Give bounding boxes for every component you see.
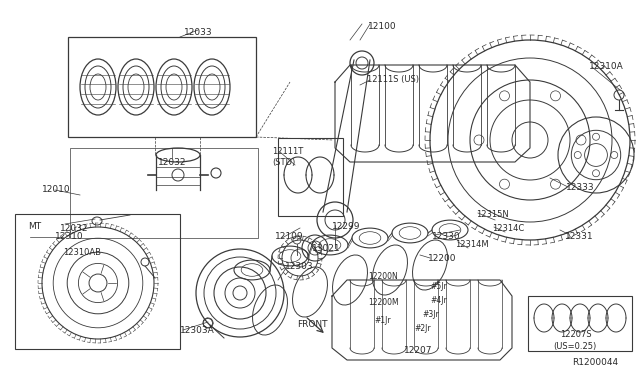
Text: 12200N: 12200N bbox=[368, 272, 397, 281]
Text: 12310A: 12310A bbox=[589, 62, 624, 71]
Text: 12032: 12032 bbox=[60, 224, 88, 233]
Text: 12333: 12333 bbox=[566, 183, 595, 192]
Text: (US=0.25): (US=0.25) bbox=[553, 342, 596, 351]
Text: 12315N: 12315N bbox=[476, 210, 509, 219]
Text: 12032: 12032 bbox=[157, 158, 186, 167]
Bar bbox=[528, 296, 632, 351]
Bar bbox=[278, 138, 343, 216]
Text: 13021: 13021 bbox=[312, 244, 340, 253]
Text: #5Jr: #5Jr bbox=[430, 282, 447, 291]
Text: #3Jr: #3Jr bbox=[422, 310, 439, 319]
Text: 12010: 12010 bbox=[42, 185, 70, 194]
Text: 12100: 12100 bbox=[368, 22, 397, 31]
Text: 12109: 12109 bbox=[275, 232, 303, 241]
Text: (STD): (STD) bbox=[272, 158, 295, 167]
Text: FRONT: FRONT bbox=[297, 320, 327, 329]
Text: 12303: 12303 bbox=[285, 262, 314, 271]
Text: 12207: 12207 bbox=[404, 346, 433, 355]
Text: 12303A: 12303A bbox=[180, 326, 215, 335]
Text: 12200M: 12200M bbox=[368, 298, 399, 307]
Text: 12033: 12033 bbox=[184, 28, 212, 37]
Text: 12331: 12331 bbox=[565, 232, 594, 241]
Text: 12314C: 12314C bbox=[492, 224, 524, 233]
Bar bbox=[70, 148, 258, 238]
Bar bbox=[68, 37, 256, 137]
Text: 12310: 12310 bbox=[55, 232, 84, 241]
Text: R1200044: R1200044 bbox=[572, 358, 618, 367]
Text: 12299: 12299 bbox=[332, 222, 360, 231]
Text: 12111T: 12111T bbox=[272, 147, 303, 156]
Text: 12310AB: 12310AB bbox=[63, 248, 101, 257]
Text: 12111S (US): 12111S (US) bbox=[367, 75, 419, 84]
Bar bbox=[15, 214, 180, 349]
Text: #1Jr: #1Jr bbox=[374, 316, 390, 325]
Text: #4Jr: #4Jr bbox=[430, 296, 447, 305]
Text: MT: MT bbox=[28, 222, 41, 231]
Text: 12314M: 12314M bbox=[455, 240, 488, 249]
Text: 12330: 12330 bbox=[432, 232, 461, 241]
Text: 12207S: 12207S bbox=[560, 330, 591, 339]
Text: #2Jr: #2Jr bbox=[414, 324, 431, 333]
Text: 12200: 12200 bbox=[428, 254, 456, 263]
